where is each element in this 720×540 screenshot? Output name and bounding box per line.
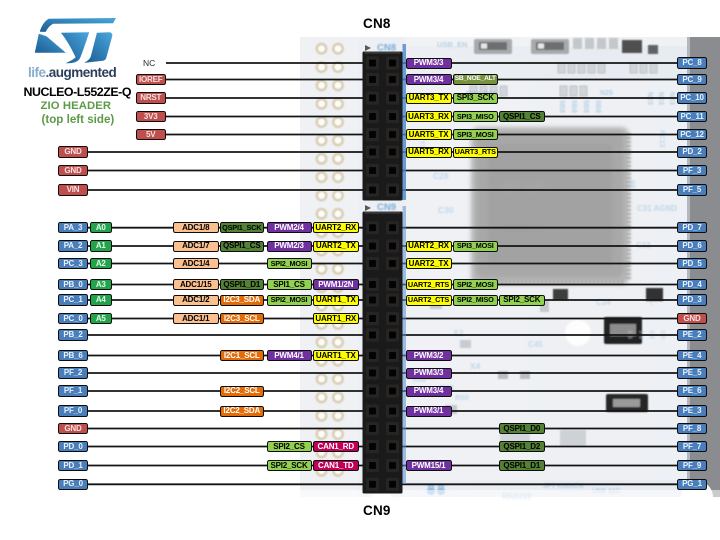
- svg-text:JP7 H3D/CN: JP7 H3D/CN: [543, 483, 583, 490]
- svg-text:C28: C28: [433, 171, 449, 181]
- svg-text:⟍: ⟍: [647, 299, 654, 308]
- svg-text:ST L5: ST L5: [502, 179, 543, 196]
- svg-text:C31 AGND: C31 AGND: [637, 204, 677, 213]
- svg-text:X2: X2: [453, 328, 464, 338]
- svg-text:C45: C45: [528, 340, 543, 349]
- svg-text:R50: R50: [455, 393, 469, 402]
- svg-text:USB_EN: USB_EN: [437, 40, 467, 49]
- svg-text:Y3: Y3: [418, 140, 425, 149]
- svg-text:N25: N25: [600, 90, 613, 97]
- svg-text:8B: 8B: [628, 180, 635, 189]
- svg-text:CN9: CN9: [377, 202, 396, 213]
- svg-text:5B8: 5B8: [570, 100, 577, 113]
- svg-text:5B8: 5B8: [594, 100, 601, 113]
- svg-text:X4: X4: [470, 361, 481, 371]
- svg-text:5B8: 5B8: [582, 100, 589, 113]
- svg-text:C30: C30: [438, 205, 454, 215]
- svg-text:C34: C34: [596, 298, 611, 307]
- svg-text:R46: R46: [413, 377, 426, 384]
- svg-text:CN8: CN8: [377, 43, 396, 54]
- svg-text:PC13: PC13: [658, 130, 665, 148]
- svg-text:5B8: 5B8: [558, 100, 565, 113]
